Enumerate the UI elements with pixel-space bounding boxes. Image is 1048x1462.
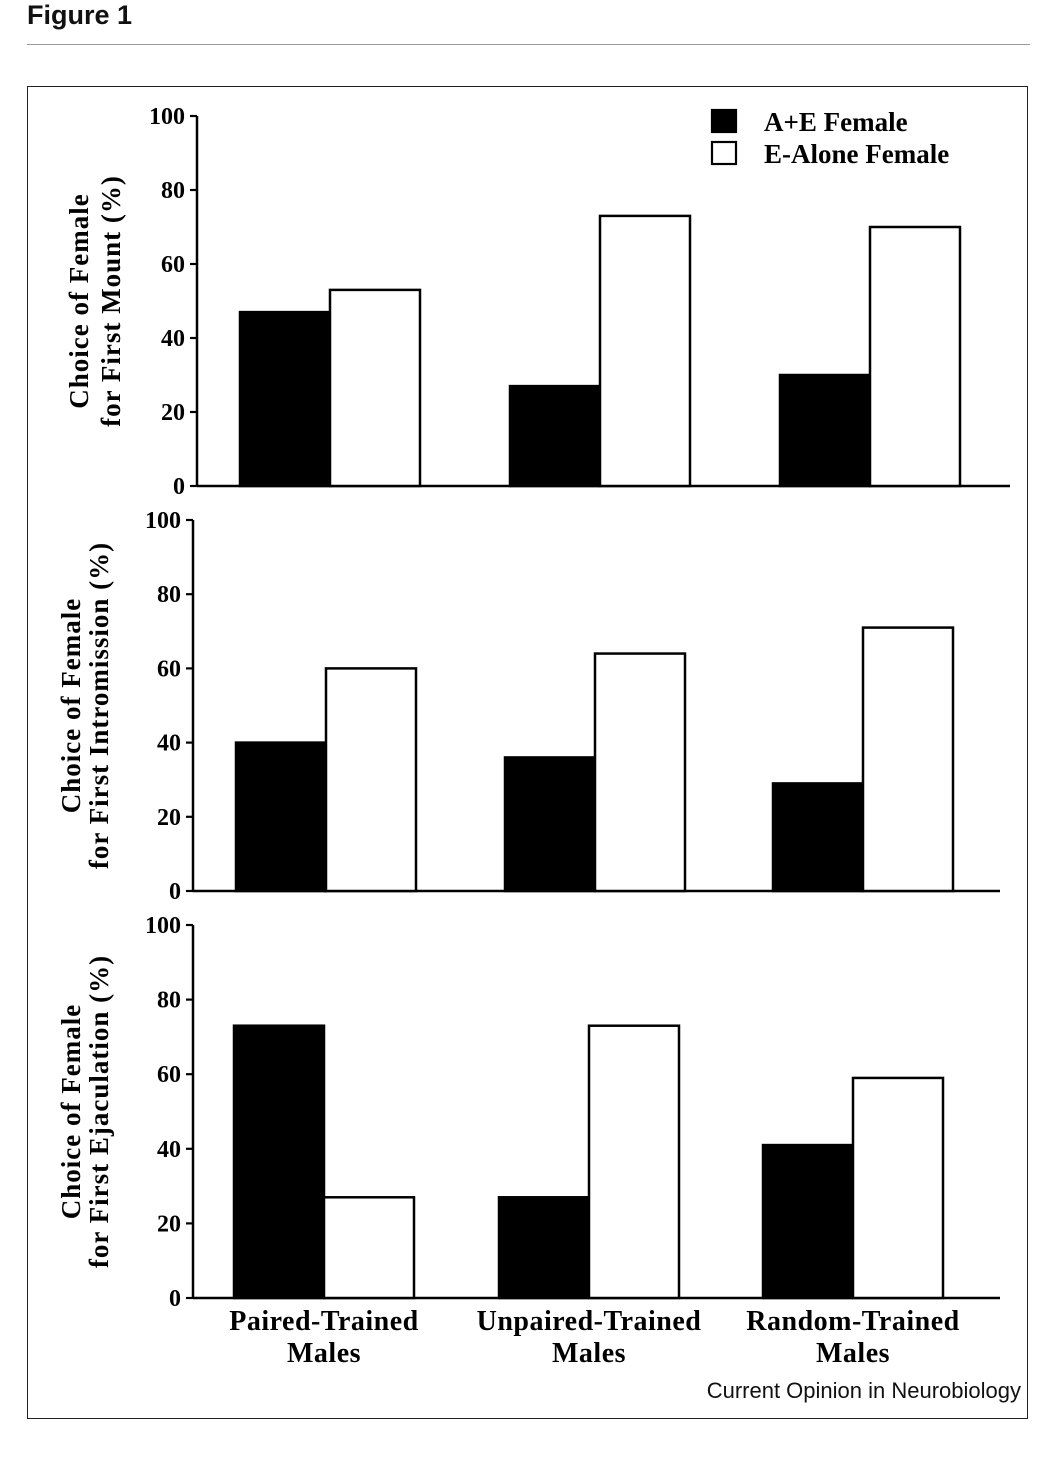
x-tick-label: Males xyxy=(552,1338,626,1369)
x-tick-label: Paired-Trained xyxy=(229,1306,419,1337)
y-tick-label: 80 xyxy=(157,582,181,608)
legend-label: A+E Female xyxy=(764,107,908,137)
bar-ae-female xyxy=(234,741,328,893)
y-tick-label: 20 xyxy=(157,1211,181,1237)
y-tick-label: 100 xyxy=(149,104,185,130)
y-axis-label: Choice of Female xyxy=(56,598,86,813)
y-tick-label: 40 xyxy=(161,326,185,352)
bar-e-alone-female xyxy=(322,1196,416,1300)
y-axis-label: for First Ejaculation (%) xyxy=(84,955,114,1268)
y-tick-label: 80 xyxy=(161,178,185,204)
y-tick-label: 40 xyxy=(157,1137,181,1163)
bar-ae-female xyxy=(232,1024,326,1300)
credit-text: Current Opinion in Neurobiology xyxy=(706,1378,1021,1403)
bar-e-alone-female xyxy=(861,626,955,893)
y-tick-label: 40 xyxy=(157,731,181,757)
x-tick-label: Males xyxy=(287,1338,361,1369)
y-tick-label: 80 xyxy=(157,988,181,1014)
y-axis-label: Choice of Female xyxy=(64,193,94,408)
legend-swatch-e-alone xyxy=(710,140,738,166)
bar-ae-female xyxy=(508,384,602,488)
bar-ae-female xyxy=(497,1196,591,1300)
bar-ae-female xyxy=(778,373,872,488)
y-tick-label: 60 xyxy=(161,252,185,278)
bar-ae-female xyxy=(771,782,865,893)
bar-e-alone-female xyxy=(328,288,422,488)
y-tick-label: 100 xyxy=(145,913,181,939)
y-axis-label: for First Mount (%) xyxy=(96,175,126,427)
y-axis-label: Choice of Female xyxy=(56,1004,86,1219)
bar-ae-female xyxy=(238,310,332,488)
bar-ae-female xyxy=(503,756,597,893)
bar-e-alone-female xyxy=(868,225,962,488)
bar-e-alone-female xyxy=(324,667,418,893)
x-tick-label: Random-Trained xyxy=(746,1306,959,1337)
legend-label: E-Alone Female xyxy=(764,139,949,169)
title-divider xyxy=(27,44,1030,45)
bar-e-alone-female xyxy=(587,1024,681,1300)
y-tick-label: 0 xyxy=(169,1286,181,1312)
y-tick-label: 60 xyxy=(157,656,181,682)
legend-swatch-ae xyxy=(710,108,738,134)
x-tick-label: Unpaired-Trained xyxy=(477,1306,702,1337)
y-tick-label: 20 xyxy=(161,400,185,426)
figure-title: Figure 1 xyxy=(27,0,133,30)
y-tick-label: 100 xyxy=(145,508,181,534)
y-tick-label: 0 xyxy=(173,474,185,500)
bar-ae-female xyxy=(761,1143,855,1300)
bar-e-alone-female xyxy=(598,214,692,488)
x-tick-label: Males xyxy=(816,1338,890,1369)
bar-e-alone-female xyxy=(851,1076,945,1300)
y-axis-label: for First Intromission (%) xyxy=(84,542,114,869)
figure-frame xyxy=(27,86,1028,1419)
bar-e-alone-female xyxy=(593,652,687,893)
y-tick-label: 20 xyxy=(157,805,181,831)
y-tick-label: 60 xyxy=(157,1062,181,1088)
y-tick-label: 0 xyxy=(169,879,181,905)
